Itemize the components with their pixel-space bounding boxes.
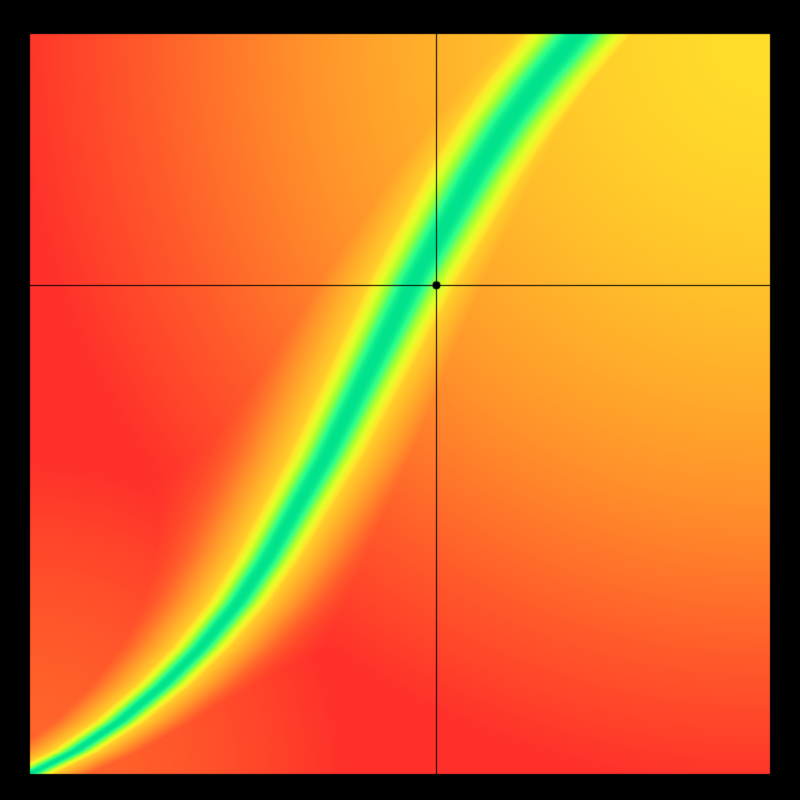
heatmap-canvas	[0, 0, 800, 800]
